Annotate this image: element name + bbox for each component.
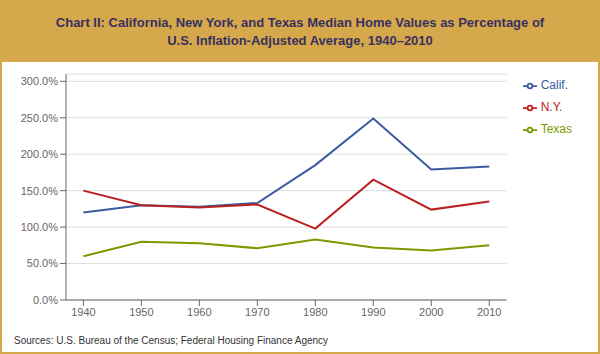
svg-text:1960: 1960 [187, 306, 211, 318]
svg-text:250.0%: 250.0% [21, 112, 59, 124]
html-text:Calif.: Calif. [540, 78, 568, 92]
svg-text:100.0%: 100.0% [21, 221, 59, 233]
svg-text:150.0%: 150.0% [21, 185, 59, 197]
svg-text:200.0%: 200.0% [21, 148, 59, 160]
svg-text:1940: 1940 [71, 306, 95, 318]
html-text:Chart II: California, New York: Chart II: California, New York, and Texa… [55, 15, 545, 30]
svg-text:2000: 2000 [419, 306, 443, 318]
svg-text:0.0%: 0.0% [33, 294, 58, 306]
svg-text:1980: 1980 [303, 306, 327, 318]
svg-text:1990: 1990 [361, 306, 385, 318]
html-text:N.Y.: N.Y. [540, 100, 563, 114]
svg-text:300.0%: 300.0% [21, 75, 59, 87]
svg-text:2010: 2010 [477, 306, 501, 318]
html-text:Texas: Texas [540, 122, 572, 136]
svg-text:1950: 1950 [129, 306, 153, 318]
html-text:U.S. Inflation-Adjusted Averag: U.S. Inflation-Adjusted Average, 1940–20… [167, 33, 433, 48]
html-text:Sources: U.S. Bureau of the Ce: Sources: U.S. Bureau of the Census; Fede… [14, 335, 329, 346]
svg-text:1970: 1970 [245, 306, 269, 318]
svg-text:50.0%: 50.0% [27, 257, 58, 269]
